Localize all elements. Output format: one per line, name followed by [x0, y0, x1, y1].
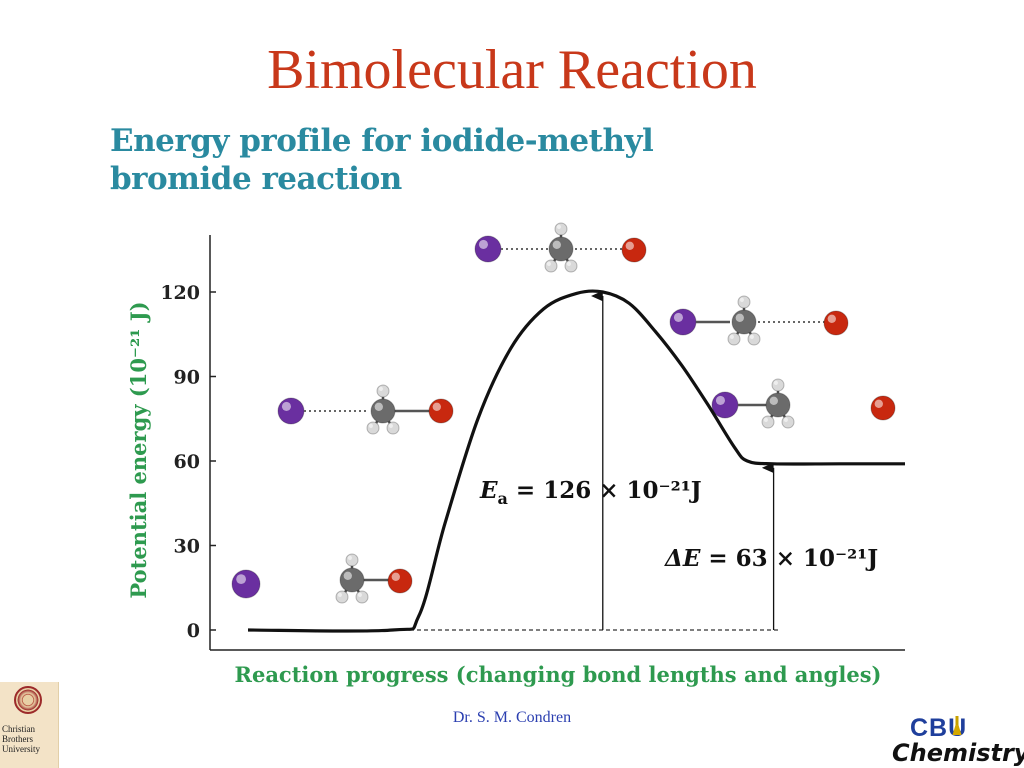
hydrogen-atom: [747, 332, 761, 346]
bromine-atom-highlight: [625, 241, 634, 250]
hydrogen-atom-highlight: [739, 297, 745, 302]
iodine-atom: [277, 397, 305, 425]
hydrogen-atom: [544, 259, 558, 273]
bromine-atom-highlight: [391, 572, 400, 581]
author-credit: Dr. S. M. Condren: [452, 709, 572, 726]
hydrogen-atom-highlight: [783, 417, 789, 422]
annotation-symbol: E: [479, 477, 498, 504]
bromine-atom: [870, 395, 896, 421]
university-logo: Christian Brothers University: [0, 682, 59, 768]
carbon-atom-highlight: [552, 240, 561, 249]
carbon-atom-highlight: [343, 571, 352, 580]
university-name-line: University: [2, 744, 40, 754]
hydrogen-atom: [355, 590, 369, 604]
university-name: Christian Brothers University: [2, 724, 56, 754]
hydrogen-atom: [335, 590, 349, 604]
hydrogen-atom-highlight: [773, 380, 779, 385]
iodine-atom: [474, 235, 502, 263]
chart-title-line-1: Energy profile for iodide-methyl: [110, 123, 654, 159]
hydrogen-atom-highlight: [556, 224, 562, 229]
activation-energy-label: Ea = 126 × 10⁻²¹J: [479, 477, 702, 508]
chemistry-logo: CBU Chemistry: [890, 712, 1024, 768]
y-tick-label: 120: [160, 282, 200, 304]
delta-energy-label: ΔE = 63 × 10⁻²¹J: [664, 545, 878, 572]
bromine-atom-highlight: [432, 402, 441, 411]
hydrogen-atom: [761, 415, 775, 429]
hydrogen-atom-highlight: [729, 334, 735, 339]
annotation-subscript: a: [498, 489, 508, 508]
hydrogen-atom-highlight: [347, 555, 352, 561]
university-name-line: Christian: [2, 724, 35, 734]
y-tick-label: 90: [174, 367, 200, 389]
carbon-atom: [370, 398, 396, 424]
carbon-atom: [765, 392, 791, 418]
x-axis-label: Reaction progress (changing bond lengths…: [235, 662, 882, 687]
iodine-atom-highlight: [673, 312, 683, 323]
annotation-value: = 126 × 10⁻²¹J: [508, 477, 702, 504]
chart-title: Energy profile for iodide-methyl bromide…: [110, 122, 654, 198]
iodine-atom: [711, 391, 739, 419]
hydrogen-atom: [727, 332, 741, 346]
university-name-line: Brothers: [2, 734, 33, 744]
annotation-value: = 63 × 10⁻²¹J: [700, 545, 878, 572]
hydrogen-atom: [345, 553, 359, 567]
hydrogen-atom-highlight: [357, 592, 362, 598]
hydrogen-atom: [771, 378, 785, 392]
y-tick-label: 60: [174, 451, 200, 473]
hydrogen-atom: [366, 421, 380, 435]
hydrogen-atom-highlight: [546, 261, 552, 266]
hydrogen-atom-highlight: [368, 423, 373, 428]
hydrogen-atom-highlight: [378, 386, 383, 391]
iodine-atom-highlight: [281, 401, 292, 412]
iodine-atom: [669, 308, 697, 336]
hydrogen-atom: [376, 384, 390, 398]
energy-curve: [247, 289, 905, 633]
hydrogen-atom: [564, 259, 578, 273]
carbon-atom: [339, 567, 365, 593]
iodine-atom-highlight: [478, 239, 489, 249]
chemistry-logo-word: Chemistry: [892, 739, 1024, 767]
hydrogen-atom: [781, 415, 795, 429]
hydrogen-atom: [386, 421, 400, 435]
flask-icon: [952, 716, 962, 735]
iodine-atom-highlight: [715, 395, 725, 406]
bromine-atom: [387, 568, 413, 594]
carbon-atom-highlight: [769, 396, 778, 405]
bromine-atom-highlight: [827, 314, 836, 323]
hydrogen-atom: [554, 222, 568, 236]
hydrogen-atom-highlight: [388, 423, 393, 428]
y-tick-label: 0: [187, 620, 200, 642]
hydrogen-atom-highlight: [566, 261, 572, 266]
carbon-atom-highlight: [735, 313, 744, 322]
hydrogen-atom-highlight: [337, 592, 342, 598]
annotation-symbol: ΔE: [664, 545, 701, 572]
carbon-atom-highlight: [374, 402, 383, 411]
iodine-atom: [231, 569, 261, 599]
y-axis-label: Potential energy (10⁻²¹ J): [126, 301, 151, 598]
slide-title: Bimolecular Reaction: [267, 39, 757, 101]
bromine-atom: [823, 310, 849, 336]
chart-title-line-2: bromide reaction: [110, 161, 402, 197]
bromine-atom-highlight: [874, 399, 883, 408]
hydrogen-atom-highlight: [749, 334, 755, 339]
hydrogen-atom-highlight: [763, 417, 769, 422]
hydrogen-atom: [737, 295, 751, 309]
carbon-atom: [548, 236, 574, 262]
iodine-atom-highlight: [236, 574, 247, 584]
carbon-atom: [731, 309, 757, 335]
bromine-atom: [621, 237, 647, 263]
bromine-atom: [428, 398, 454, 424]
y-tick-label: 30: [174, 536, 200, 558]
seal-icon: [14, 686, 42, 714]
